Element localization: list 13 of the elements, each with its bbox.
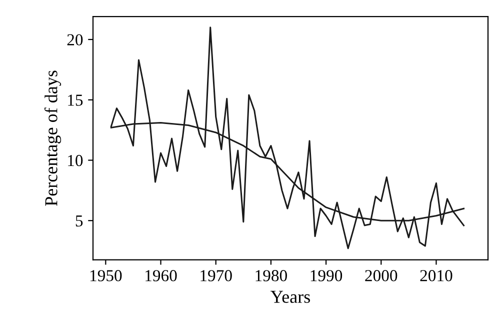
y-tick-label: 10 bbox=[68, 154, 83, 166]
x-tick-label: 1970 bbox=[200, 270, 232, 282]
y-tick-label: 20 bbox=[67, 34, 83, 46]
x-tick-label: 1980 bbox=[256, 270, 287, 282]
y-tick-label: 5 bbox=[76, 215, 83, 227]
x-tick-label: 1990 bbox=[310, 270, 342, 282]
y-axis-title: Percentage of days bbox=[44, 70, 62, 206]
y-tick-label: 15 bbox=[68, 94, 83, 106]
x-tick-label: 1960 bbox=[146, 270, 177, 282]
x-axis-title: Years bbox=[270, 290, 310, 303]
x-tick-label: 2010 bbox=[420, 270, 452, 282]
x-tick-label: 2000 bbox=[365, 270, 398, 282]
x-tick-label: 1950 bbox=[90, 270, 122, 282]
